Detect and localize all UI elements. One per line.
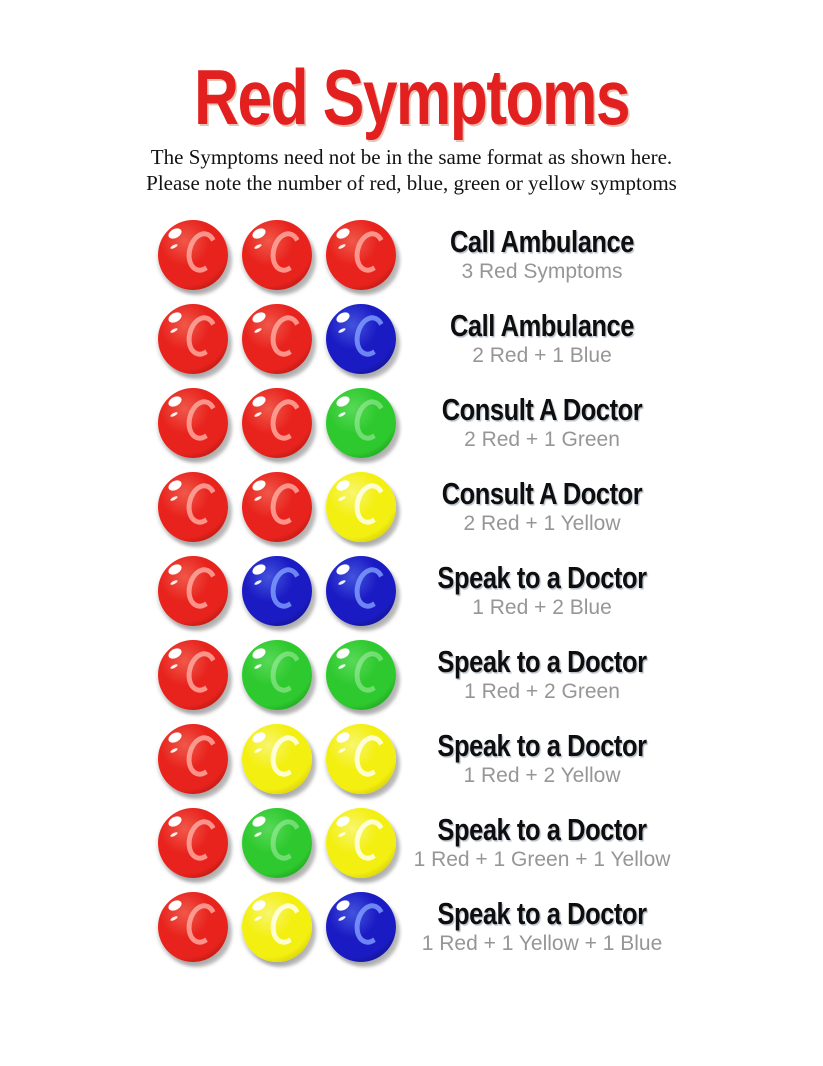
combo-label: 3 Red Symptoms — [461, 259, 623, 283]
symptom-row: Call Ambulance 2 Red + 1 Blue — [158, 297, 823, 381]
row-text: Speak to a Doctor 1 Red + 2 Green — [406, 646, 678, 703]
symptom-dot-red-icon — [158, 555, 228, 626]
combo-label: 1 Red + 2 Yellow — [463, 763, 621, 787]
symptom-dot-green-icon — [326, 639, 396, 710]
symptom-row: Call Ambulance 3 Red Symptoms — [158, 213, 823, 297]
symptom-dot-yellow-icon — [242, 723, 312, 794]
subtitle-line-2: Please note the number of red, blue, gre… — [146, 171, 677, 196]
action-label: Call Ambulance — [449, 307, 635, 343]
symptom-dot-red-icon — [158, 639, 228, 710]
combo-label: 2 Red + 1 Green — [464, 427, 620, 451]
symptom-dot-blue-icon — [326, 891, 396, 962]
subtitle-line-1: The Symptoms need not be in the same for… — [150, 145, 673, 169]
symptom-dot-yellow-icon — [326, 471, 396, 542]
action-label: Speak to a Doctor — [437, 643, 647, 679]
symptom-dot-yellow-icon — [326, 723, 396, 794]
action-label: Speak to a Doctor — [437, 811, 647, 847]
symptom-dot-yellow-icon — [326, 807, 396, 878]
row-text: Speak to a Doctor 1 Red + 1 Green + 1 Ye… — [406, 814, 678, 871]
symptom-dot-red-icon — [158, 303, 228, 374]
symptom-dots — [158, 891, 396, 962]
row-text: Consult A Doctor 2 Red + 1 Yellow — [406, 478, 678, 535]
combo-label: 2 Red + 1 Yellow — [463, 511, 621, 535]
action-label: Call Ambulance — [449, 223, 635, 259]
symptom-dot-red-icon — [158, 891, 228, 962]
symptom-dot-red-icon — [242, 471, 312, 542]
symptom-dots — [158, 387, 396, 458]
combo-label: 1 Red + 1 Yellow + 1 Blue — [421, 931, 663, 955]
action-label: Consult A Doctor — [441, 391, 643, 427]
row-text: Speak to a Doctor 1 Red + 2 Blue — [406, 562, 678, 619]
row-text: Speak to a Doctor 1 Red + 1 Yellow + 1 B… — [406, 898, 678, 955]
symptom-dot-red-icon — [326, 219, 396, 290]
symptom-row: Consult A Doctor 2 Red + 1 Green — [158, 381, 823, 465]
row-text: Call Ambulance 3 Red Symptoms — [406, 226, 678, 283]
symptom-dots — [158, 555, 396, 626]
symptom-dot-blue-icon — [242, 555, 312, 626]
symptom-dot-blue-icon — [326, 303, 396, 374]
row-text: Call Ambulance 2 Red + 1 Blue — [406, 310, 678, 367]
symptom-dot-red-icon — [158, 387, 228, 458]
symptom-dot-red-icon — [242, 219, 312, 290]
symptom-dots — [158, 723, 396, 794]
page-subtitle: The Symptoms need not be in the same for… — [0, 144, 823, 197]
combo-label: 1 Red + 2 Green — [464, 679, 620, 703]
symptom-dots — [158, 303, 396, 374]
symptom-dot-green-icon — [326, 387, 396, 458]
symptom-dot-red-icon — [158, 471, 228, 542]
symptom-dot-blue-icon — [326, 555, 396, 626]
symptom-dots — [158, 219, 396, 290]
page-title: Red Symptoms — [193, 53, 631, 141]
symptom-row: Speak to a Doctor 1 Red + 2 Blue — [158, 549, 823, 633]
combo-label: 2 Red + 1 Blue — [472, 343, 612, 367]
symptom-dot-green-icon — [242, 807, 312, 878]
symptom-row: Speak to a Doctor 1 Red + 2 Yellow — [158, 717, 823, 801]
row-text: Consult A Doctor 2 Red + 1 Green — [406, 394, 678, 451]
symptom-dot-red-icon — [158, 219, 228, 290]
symptom-dot-green-icon — [242, 639, 312, 710]
symptom-row: Speak to a Doctor 1 Red + 1 Yellow + 1 B… — [158, 885, 823, 969]
symptom-dots — [158, 639, 396, 710]
symptom-rows: Call Ambulance 3 Red Symptoms Call Ambul… — [158, 213, 823, 969]
combo-label: 1 Red + 2 Blue — [472, 595, 612, 619]
action-label: Consult A Doctor — [441, 475, 643, 511]
symptom-row: Speak to a Doctor 1 Red + 1 Green + 1 Ye… — [158, 801, 823, 885]
combo-label: 1 Red + 1 Green + 1 Yellow — [413, 847, 671, 871]
symptom-row: Consult A Doctor 2 Red + 1 Yellow — [158, 465, 823, 549]
symptom-dot-red-icon — [242, 387, 312, 458]
symptom-dots — [158, 471, 396, 542]
symptom-dot-red-icon — [158, 723, 228, 794]
symptom-dots — [158, 807, 396, 878]
action-label: Speak to a Doctor — [437, 895, 647, 931]
action-label: Speak to a Doctor — [437, 559, 647, 595]
symptom-dot-red-icon — [158, 807, 228, 878]
symptom-dot-red-icon — [242, 303, 312, 374]
symptom-row: Speak to a Doctor 1 Red + 2 Green — [158, 633, 823, 717]
row-text: Speak to a Doctor 1 Red + 2 Yellow — [406, 730, 678, 787]
symptom-dot-yellow-icon — [242, 891, 312, 962]
action-label: Speak to a Doctor — [437, 727, 647, 763]
